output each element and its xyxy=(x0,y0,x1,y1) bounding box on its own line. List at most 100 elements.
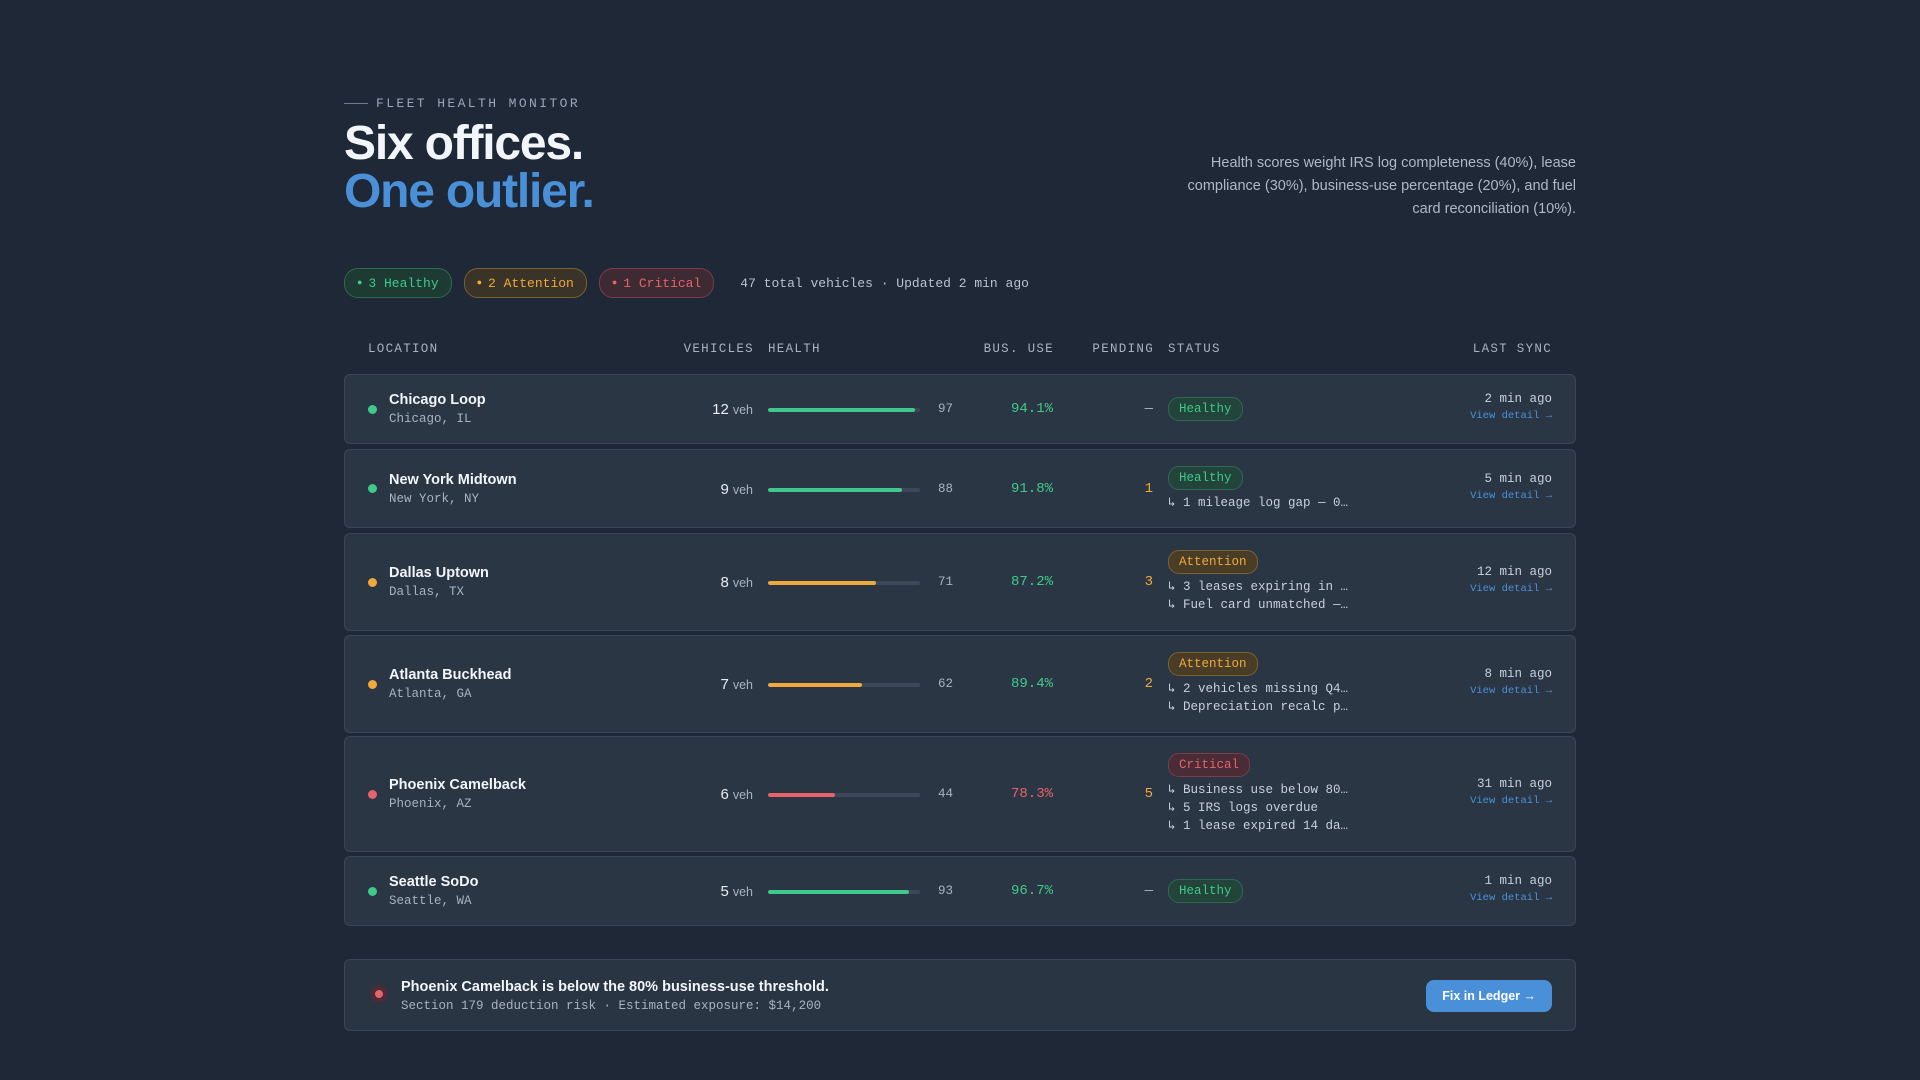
last-sync: 8 min ago View detail → xyxy=(1470,667,1552,697)
view-detail-link[interactable]: View detail → xyxy=(1470,795,1552,807)
health-bar-fill xyxy=(768,487,902,492)
eyebrow-rule xyxy=(344,103,368,104)
last-sync: 31 min ago View detail → xyxy=(1470,777,1552,807)
health-bar-fill xyxy=(768,890,910,894)
status-dot-icon xyxy=(368,679,377,689)
status-notes: ↳ 1 mileage log gap — 0… xyxy=(1168,494,1348,512)
location-city: New York, NY xyxy=(389,491,480,506)
pending-count: 3 xyxy=(1144,574,1153,590)
healthy-pill[interactable]: ● 3 Healthy xyxy=(344,268,452,298)
location-name: New York Midtown xyxy=(389,471,517,488)
vehicle-unit: veh xyxy=(732,576,753,590)
alert-dot-icon xyxy=(370,985,388,1003)
alert-headline: Phoenix Camelback is below the 80% busin… xyxy=(401,979,829,995)
location-city: Seattle, WA xyxy=(389,894,472,908)
critical-pill[interactable]: ● 1 Critical xyxy=(598,268,715,298)
col-vehicles: VEHICLES xyxy=(683,342,754,356)
vehicle-unit: veh xyxy=(732,788,753,802)
view-detail-link[interactable]: View detail → xyxy=(1470,489,1552,502)
col-pending: PENDING xyxy=(1092,342,1154,356)
fix-in-ledger-button[interactable]: Fix in Ledger → xyxy=(1426,980,1552,1012)
status-cell: Critical ↳ Business use below 80… ↳ 5 IRS … xyxy=(1168,753,1348,835)
vehicle-count-value: 9 xyxy=(720,480,729,498)
location-name: Dallas Uptown xyxy=(389,565,489,581)
table-row[interactable]: Seattle SoDo Seattle, WA 5 veh 93 96.7% — Healt… xyxy=(344,856,1576,926)
view-detail-link[interactable]: View detail → xyxy=(1470,685,1552,697)
attention-pill-label: 2 Attention xyxy=(488,275,574,291)
status-badge: Healthy xyxy=(1168,879,1243,903)
health-score: 88 xyxy=(938,481,954,496)
business-use-pct: 96.7% xyxy=(1010,883,1053,899)
status-note: ↳ 3 leases expiring in … xyxy=(1168,580,1349,594)
health-bar xyxy=(768,890,920,894)
critical-pill-label: 1 Critical xyxy=(623,275,702,291)
location-city: Phoenix, AZ xyxy=(389,797,472,811)
vehicle-count-value: 5 xyxy=(720,883,729,900)
vehicle-unit: veh xyxy=(732,885,753,899)
vehicle-count-value: 8 xyxy=(720,574,729,591)
status-badge: Attention xyxy=(1168,550,1258,574)
location-name: Phoenix Camelback xyxy=(389,777,526,793)
status-notes: ↳ 3 leases expiring in … ↳ Fuel card unma… xyxy=(1168,578,1348,614)
last-sync: 1 min ago View detail → xyxy=(1470,874,1552,904)
fleet-summary-meta: 47 total vehicles · Updated 2 min ago xyxy=(740,275,1029,291)
col-bus-use: BUS. USE xyxy=(983,342,1054,356)
status-cell: Attention ↳ 3 leases expiring in … ↳ Fuel … xyxy=(1168,550,1348,614)
title-line-1: Six offices. xyxy=(344,117,584,170)
attention-dot-icon: ● xyxy=(476,278,483,288)
view-detail-link[interactable]: View detail → xyxy=(1470,410,1552,422)
last-sync-time: 2 min ago xyxy=(1484,392,1552,406)
status-dot-icon xyxy=(368,404,377,414)
status-note: ↳ 2 vehicles missing Q4… xyxy=(1168,682,1349,696)
col-health: HEALTH xyxy=(768,342,821,356)
vehicle-unit: veh xyxy=(732,482,753,497)
health-score: 93 xyxy=(938,884,954,898)
status-dot-icon xyxy=(368,577,377,587)
view-detail-link[interactable]: View detail → xyxy=(1470,892,1552,904)
status-note: ↳ 1 mileage log gap — 0… xyxy=(1168,495,1349,510)
status-cell: Healthy xyxy=(1168,879,1243,903)
location-city: Atlanta, GA xyxy=(389,687,472,701)
location-city: Chicago, IL xyxy=(389,412,472,426)
health-bar-fill xyxy=(768,683,863,687)
table-row[interactable]: Atlanta Buckhead Atlanta, GA 7 veh 62 89.4% 2 A… xyxy=(344,635,1576,733)
vehicle-count: 8 veh xyxy=(721,574,754,591)
health-score: 44 xyxy=(938,787,954,801)
vehicle-unit: veh xyxy=(732,403,753,417)
eyebrow-label: FLEET HEALTH MONITOR xyxy=(376,96,581,111)
table-row[interactable]: Dallas Uptown Dallas, TX 8 veh 71 87.2% 3 Atten… xyxy=(344,533,1576,631)
last-sync-time: 5 min ago xyxy=(1484,471,1552,486)
critical-dot-icon: ● xyxy=(611,278,618,288)
status-dot-icon xyxy=(368,484,377,493)
location-name: Chicago Loop xyxy=(389,392,486,408)
table-row[interactable]: New York Midtown New York, NY 9 veh 88 91.8% 1… xyxy=(344,449,1576,528)
pending-count: — xyxy=(1144,401,1153,417)
vehicle-count-value: 7 xyxy=(720,676,729,693)
pending-count: 1 xyxy=(1144,480,1153,497)
vehicle-count: 7 veh xyxy=(721,676,754,693)
table-row[interactable]: Phoenix Camelback Phoenix, AZ 6 veh 44 78.3% 5… xyxy=(344,736,1576,852)
vehicle-unit: veh xyxy=(732,678,753,692)
status-dot-icon xyxy=(368,886,377,896)
pending-count: 5 xyxy=(1144,786,1153,802)
location-city: Dallas, TX xyxy=(389,585,465,599)
health-bar-fill xyxy=(768,408,916,412)
col-status: STATUS xyxy=(1168,342,1221,356)
status-note: ↳ Depreciation recalc p… xyxy=(1168,700,1349,714)
last-sync-time: 1 min ago xyxy=(1484,874,1552,888)
table-row[interactable]: Chicago Loop Chicago, IL 12 veh 97 94.1% — Heal… xyxy=(344,374,1576,444)
last-sync: 2 min ago View detail → xyxy=(1470,392,1552,422)
vehicle-count-value: 6 xyxy=(720,786,729,803)
last-sync: 5 min ago View detail → xyxy=(1470,472,1552,502)
status-cell: Attention ↳ 2 vehicles missing Q4… ↳ Depre… xyxy=(1168,652,1348,716)
status-badge: Attention xyxy=(1168,652,1258,676)
vehicle-count: 9 veh xyxy=(721,481,754,498)
health-bar xyxy=(768,408,920,412)
attention-pill[interactable]: ● 2 Attention xyxy=(463,268,587,298)
business-use-pct: 91.8% xyxy=(1010,480,1053,497)
eyebrow: FLEET HEALTH MONITOR xyxy=(344,96,580,111)
vehicle-count: 6 veh xyxy=(721,786,754,803)
view-detail-link[interactable]: View detail → xyxy=(1470,583,1552,595)
status-note: ↳ Fuel card unmatched —… xyxy=(1168,598,1349,612)
last-sync-time: 31 min ago xyxy=(1476,777,1552,791)
